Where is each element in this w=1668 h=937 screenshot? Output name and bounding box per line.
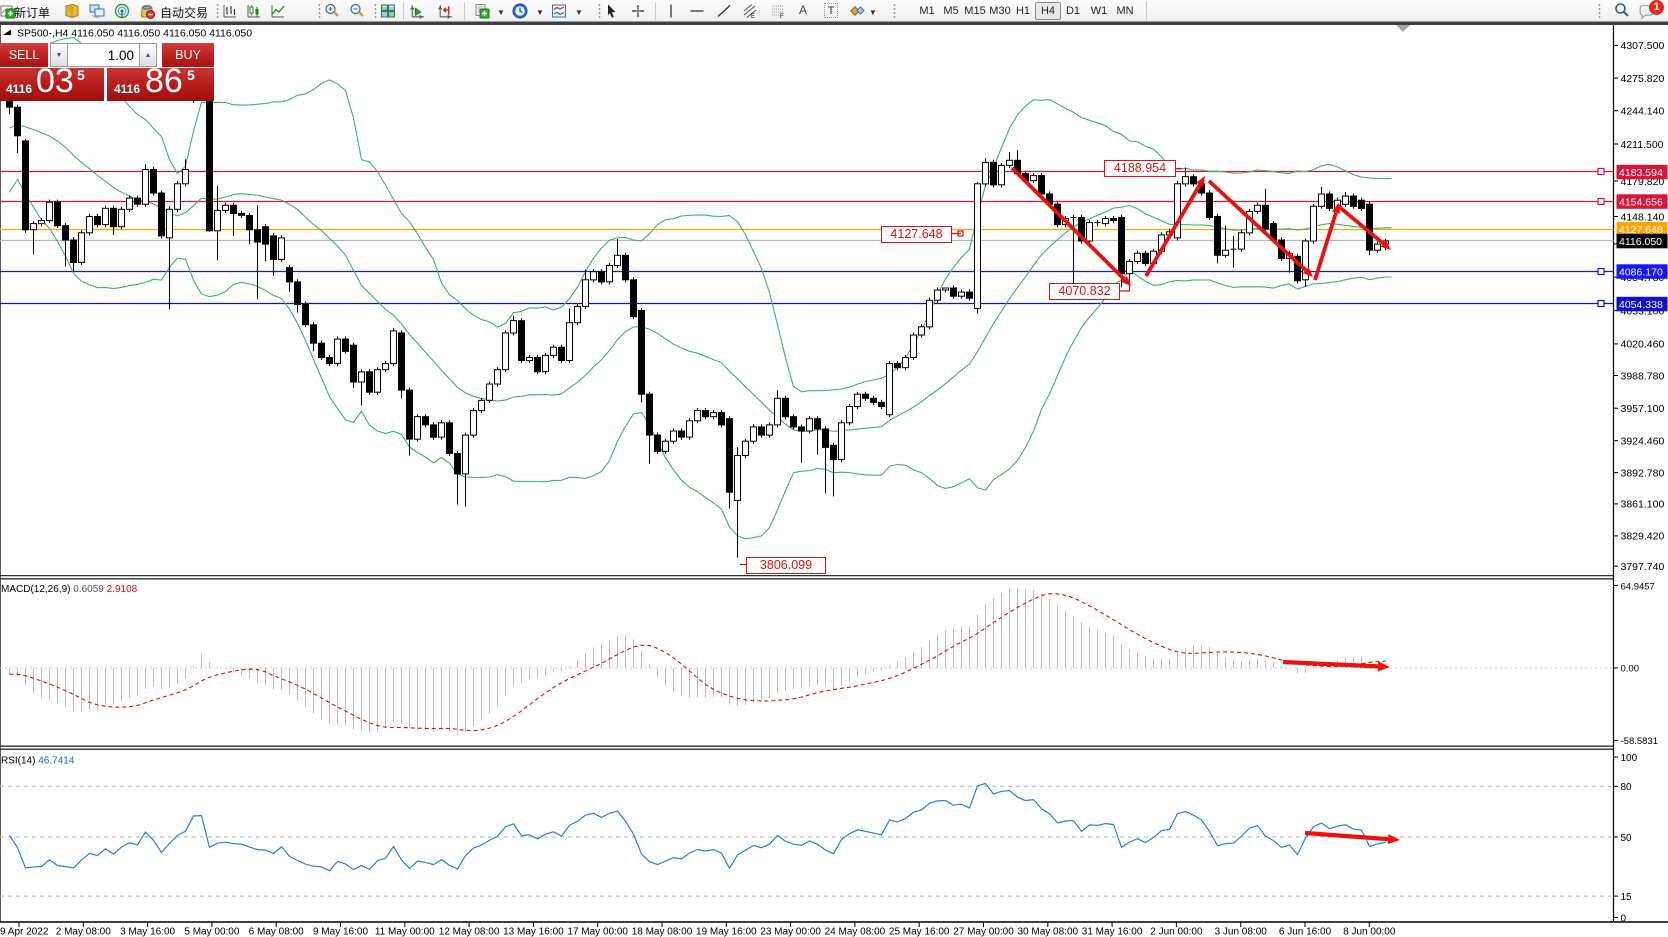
svg-text:4244.140: 4244.140 — [1621, 106, 1665, 118]
svg-text:27 May 00:00: 27 May 00:00 — [953, 927, 1014, 937]
svg-text:RSI(14) 46.7414: RSI(14) 46.7414 — [1, 756, 75, 767]
svg-text:80: 80 — [1621, 782, 1633, 793]
svg-text:0.00: 0.00 — [1621, 664, 1640, 675]
svg-text:5 May 00:00: 5 May 00:00 — [184, 927, 239, 937]
svg-text:9 May 16:00: 9 May 16:00 — [313, 927, 368, 937]
svg-text:3988.780: 3988.780 — [1621, 370, 1665, 382]
svg-text:4307.500: 4307.500 — [1621, 40, 1665, 52]
svg-text:23 May 00:00: 23 May 00:00 — [760, 927, 821, 937]
svg-text:3 May 16:00: 3 May 16:00 — [120, 927, 175, 937]
svg-text:2 May 08:00: 2 May 08:00 — [56, 927, 111, 937]
svg-text:4183.594: 4183.594 — [1619, 167, 1663, 179]
svg-text:0: 0 — [1621, 913, 1627, 924]
svg-text:-58.5831: -58.5831 — [1621, 736, 1659, 747]
svg-text:3861.100: 3861.100 — [1621, 499, 1665, 511]
svg-text:3829.420: 3829.420 — [1621, 531, 1665, 543]
svg-text:4154.656: 4154.656 — [1619, 197, 1663, 209]
svg-text:24 May 08:00: 24 May 08:00 — [825, 927, 886, 937]
svg-text:MACD(12,26,9) 0.6059 2.9108: MACD(12,26,9) 0.6059 2.9108 — [1, 584, 138, 595]
svg-text:3 Jun 08:00: 3 Jun 08:00 — [1215, 927, 1268, 937]
svg-text:11 May 00:00: 11 May 00:00 — [375, 927, 435, 937]
svg-text:50: 50 — [1621, 833, 1633, 844]
svg-text:9 Apr 2022: 9 Apr 2022 — [0, 927, 49, 937]
svg-text:31 May 16:00: 31 May 16:00 — [1082, 927, 1143, 937]
svg-text:30 May 08:00: 30 May 08:00 — [1017, 927, 1078, 937]
svg-text:4275.820: 4275.820 — [1621, 73, 1665, 85]
svg-text:4020.460: 4020.460 — [1621, 339, 1665, 351]
svg-text:4086.170: 4086.170 — [1619, 267, 1663, 279]
svg-text:F: F — [780, 14, 784, 19]
svg-text:3924.460: 3924.460 — [1621, 436, 1665, 448]
svg-text:13 May 16:00: 13 May 16:00 — [503, 927, 564, 937]
svg-text:8 Jun 00:00: 8 Jun 00:00 — [1343, 927, 1396, 937]
svg-text:2 Jun 00:00: 2 Jun 00:00 — [1150, 927, 1203, 937]
svg-text:100: 100 — [1621, 753, 1638, 764]
svg-text:3797.740: 3797.740 — [1621, 561, 1665, 573]
svg-text:12 May 08:00: 12 May 08:00 — [439, 927, 500, 937]
svg-text:3892.780: 3892.780 — [1621, 467, 1665, 479]
svg-text:6 May 08:00: 6 May 08:00 — [249, 927, 304, 937]
svg-text:19 May 16:00: 19 May 16:00 — [696, 927, 757, 937]
svg-text:SP500-,H4 4116.050 4116.050 4: SP500-,H4 4116.050 4116.050 4116.050 411… — [17, 28, 252, 40]
svg-text:4127.648: 4127.648 — [1619, 224, 1663, 236]
svg-text:4054.338: 4054.338 — [1619, 299, 1663, 311]
svg-text:4211.500: 4211.500 — [1621, 139, 1664, 151]
svg-text:18 May 08:00: 18 May 08:00 — [632, 927, 693, 937]
svg-text:4116.050: 4116.050 — [1619, 236, 1662, 248]
svg-text:17 May 00:00: 17 May 00:00 — [567, 927, 628, 937]
svg-text:6 Jun 16:00: 6 Jun 16:00 — [1279, 927, 1332, 937]
svg-text:25 May 16:00: 25 May 16:00 — [889, 927, 950, 937]
svg-text:4148.140: 4148.140 — [1621, 211, 1665, 223]
svg-text:15: 15 — [1621, 892, 1633, 903]
svg-text:3957.100: 3957.100 — [1621, 403, 1665, 415]
svg-text:E: E — [751, 14, 755, 19]
svg-text:64.9457: 64.9457 — [1621, 582, 1655, 593]
